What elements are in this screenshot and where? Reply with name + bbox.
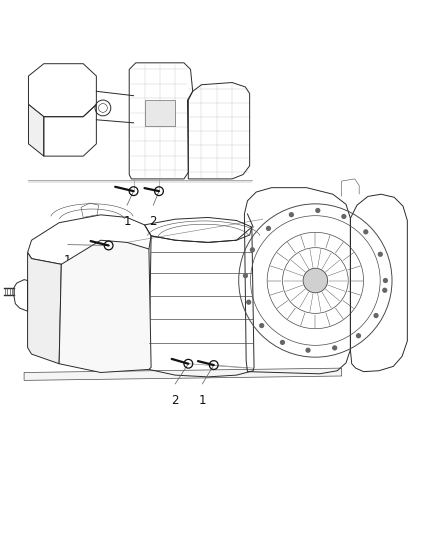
Polygon shape [24,368,342,381]
Circle shape [363,229,368,235]
Circle shape [259,323,264,328]
Circle shape [383,278,388,283]
Polygon shape [145,100,175,126]
Circle shape [250,247,255,253]
Text: 1: 1 [64,254,72,267]
Circle shape [382,288,387,293]
Circle shape [315,208,321,213]
Circle shape [378,252,383,257]
Circle shape [246,300,251,305]
Text: 2: 2 [149,215,157,228]
Circle shape [356,333,361,338]
Circle shape [280,340,285,345]
Circle shape [374,313,379,318]
Circle shape [303,268,328,293]
Circle shape [266,226,271,231]
Polygon shape [59,240,151,373]
Circle shape [305,348,311,353]
Polygon shape [28,253,61,364]
Text: 1: 1 [198,393,206,407]
Text: 1: 1 [123,215,131,228]
Circle shape [332,345,337,351]
Circle shape [341,214,346,219]
Circle shape [243,273,248,278]
Polygon shape [28,104,44,156]
Text: 2: 2 [171,393,179,407]
Circle shape [289,212,294,217]
